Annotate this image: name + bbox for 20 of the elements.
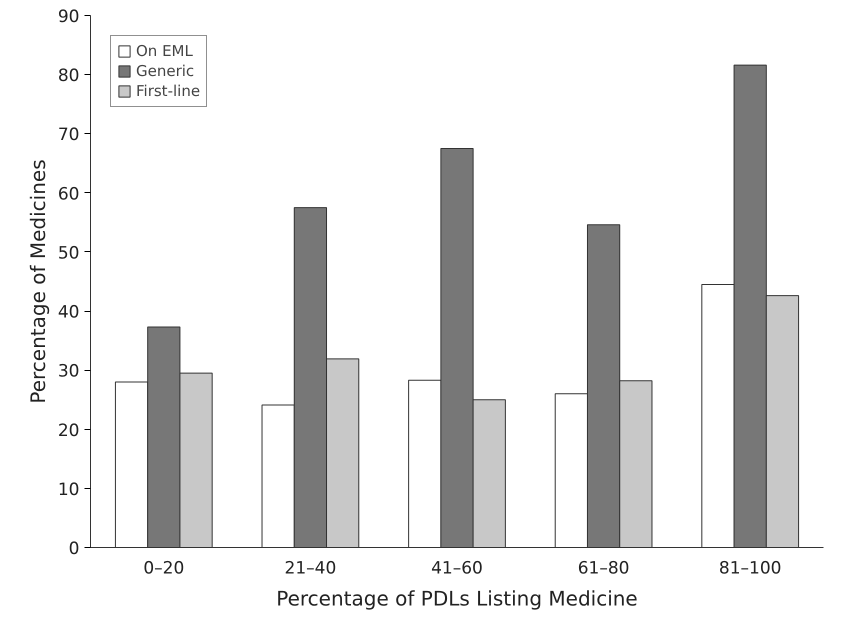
y-tick-label: 0 — [68, 539, 80, 559]
y-tick-label: 40 — [58, 302, 80, 323]
legend-label: Generic — [136, 62, 194, 80]
y-tick-label: 30 — [58, 362, 80, 382]
y-tick-label: 50 — [58, 243, 80, 264]
y-axis-title: Percentage of Medicines — [26, 159, 50, 404]
legend-label: First-line — [136, 82, 200, 100]
y-tick-label: 20 — [58, 420, 80, 441]
legend-label: On EML — [136, 42, 193, 60]
x-tick-label: 21–40 — [284, 558, 336, 578]
y-tick-label: 70 — [58, 125, 80, 146]
x-tick-label: 61–80 — [578, 558, 630, 578]
x-tick-label: 81–100 — [718, 558, 782, 578]
y-tick-label: 90 — [58, 7, 80, 27]
x-tick-label: 41–60 — [431, 558, 483, 578]
y-tick-label: 80 — [58, 66, 80, 86]
x-tick-label: 0–20 — [143, 558, 184, 578]
y-tick-label: 10 — [58, 480, 80, 500]
x-axis-title: Percentage of PDLs Listing Medicine — [276, 586, 638, 610]
y-tick-label: 60 — [58, 184, 80, 204]
